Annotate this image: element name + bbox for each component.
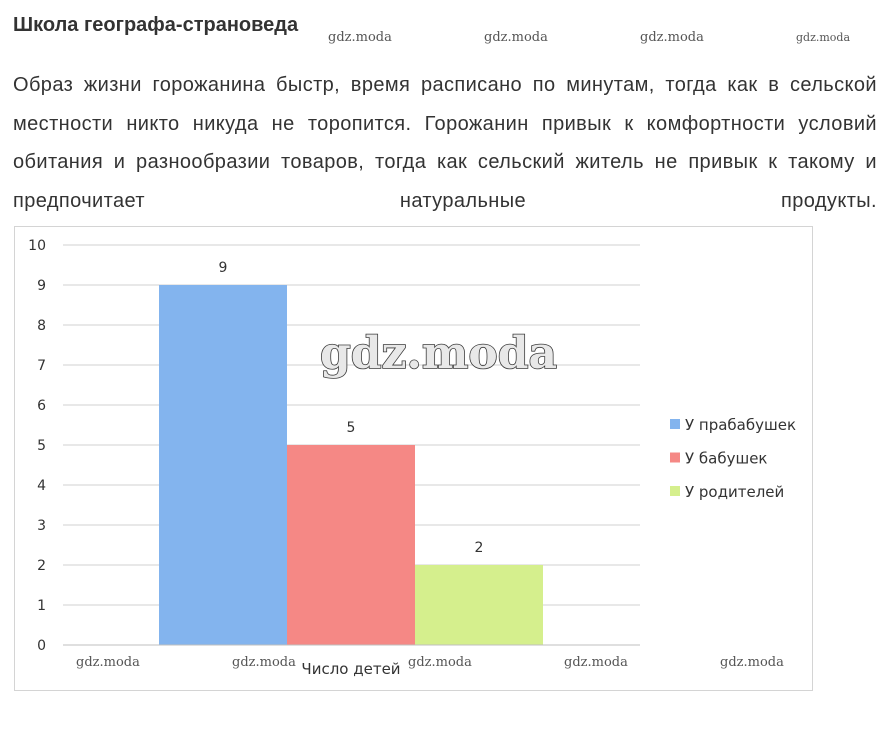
y-tick-label: 3 — [37, 518, 46, 534]
y-axis-ticks: 0 1 2 3 4 5 6 7 8 9 10 — [28, 238, 46, 654]
body-paragraph: Образ жизни горожанина быстр, время расп… — [13, 74, 877, 212]
watermark-bottom-5: gdz.moda — [720, 655, 784, 670]
data-label: 9 — [219, 260, 228, 276]
watermark-bottom-3: gdz.moda — [408, 655, 472, 670]
page-heading: Школа географа-страноведа — [13, 14, 299, 36]
legend: У прабабушек У бабушек У родителей — [670, 416, 796, 501]
x-axis-label: Число детей — [301, 660, 400, 678]
data-label: 2 — [475, 540, 484, 556]
bar — [287, 445, 415, 645]
legend-swatch — [670, 419, 680, 429]
y-tick-label: 8 — [37, 318, 46, 334]
y-tick-label: 10 — [28, 238, 46, 254]
y-tick-label: 9 — [37, 278, 46, 294]
watermark-bottom-2: gdz.moda — [232, 655, 296, 670]
legend-label: У родителей — [685, 483, 784, 501]
y-tick-label: 5 — [37, 438, 46, 454]
bar — [415, 565, 543, 645]
watermark-top-2: gdz.moda — [484, 30, 548, 45]
y-tick-label: 6 — [37, 398, 46, 414]
y-tick-label: 0 — [37, 638, 46, 654]
watermark-bottom-1: gdz.moda — [76, 655, 140, 670]
y-tick-label: 4 — [37, 478, 46, 494]
legend-swatch — [670, 452, 680, 463]
watermark-bottom-4: gdz.moda — [564, 655, 628, 670]
data-label: 5 — [347, 420, 356, 436]
bars — [159, 285, 543, 645]
bar — [159, 285, 287, 645]
legend-label: У бабушек — [685, 450, 768, 468]
y-tick-label: 1 — [37, 598, 46, 614]
watermark-top-3: gdz.moda — [640, 30, 704, 45]
legend-swatch — [670, 486, 680, 496]
data-labels: 9 5 2 — [219, 260, 484, 556]
y-tick-label: 7 — [37, 358, 46, 374]
y-tick-label: 2 — [37, 558, 46, 574]
watermark-top-4: gdz.moda — [796, 31, 851, 44]
watermark-top-1: gdz.moda — [328, 30, 392, 45]
legend-label: У прабабушек — [685, 416, 796, 434]
center-watermark: gdz.moda — [320, 328, 557, 379]
